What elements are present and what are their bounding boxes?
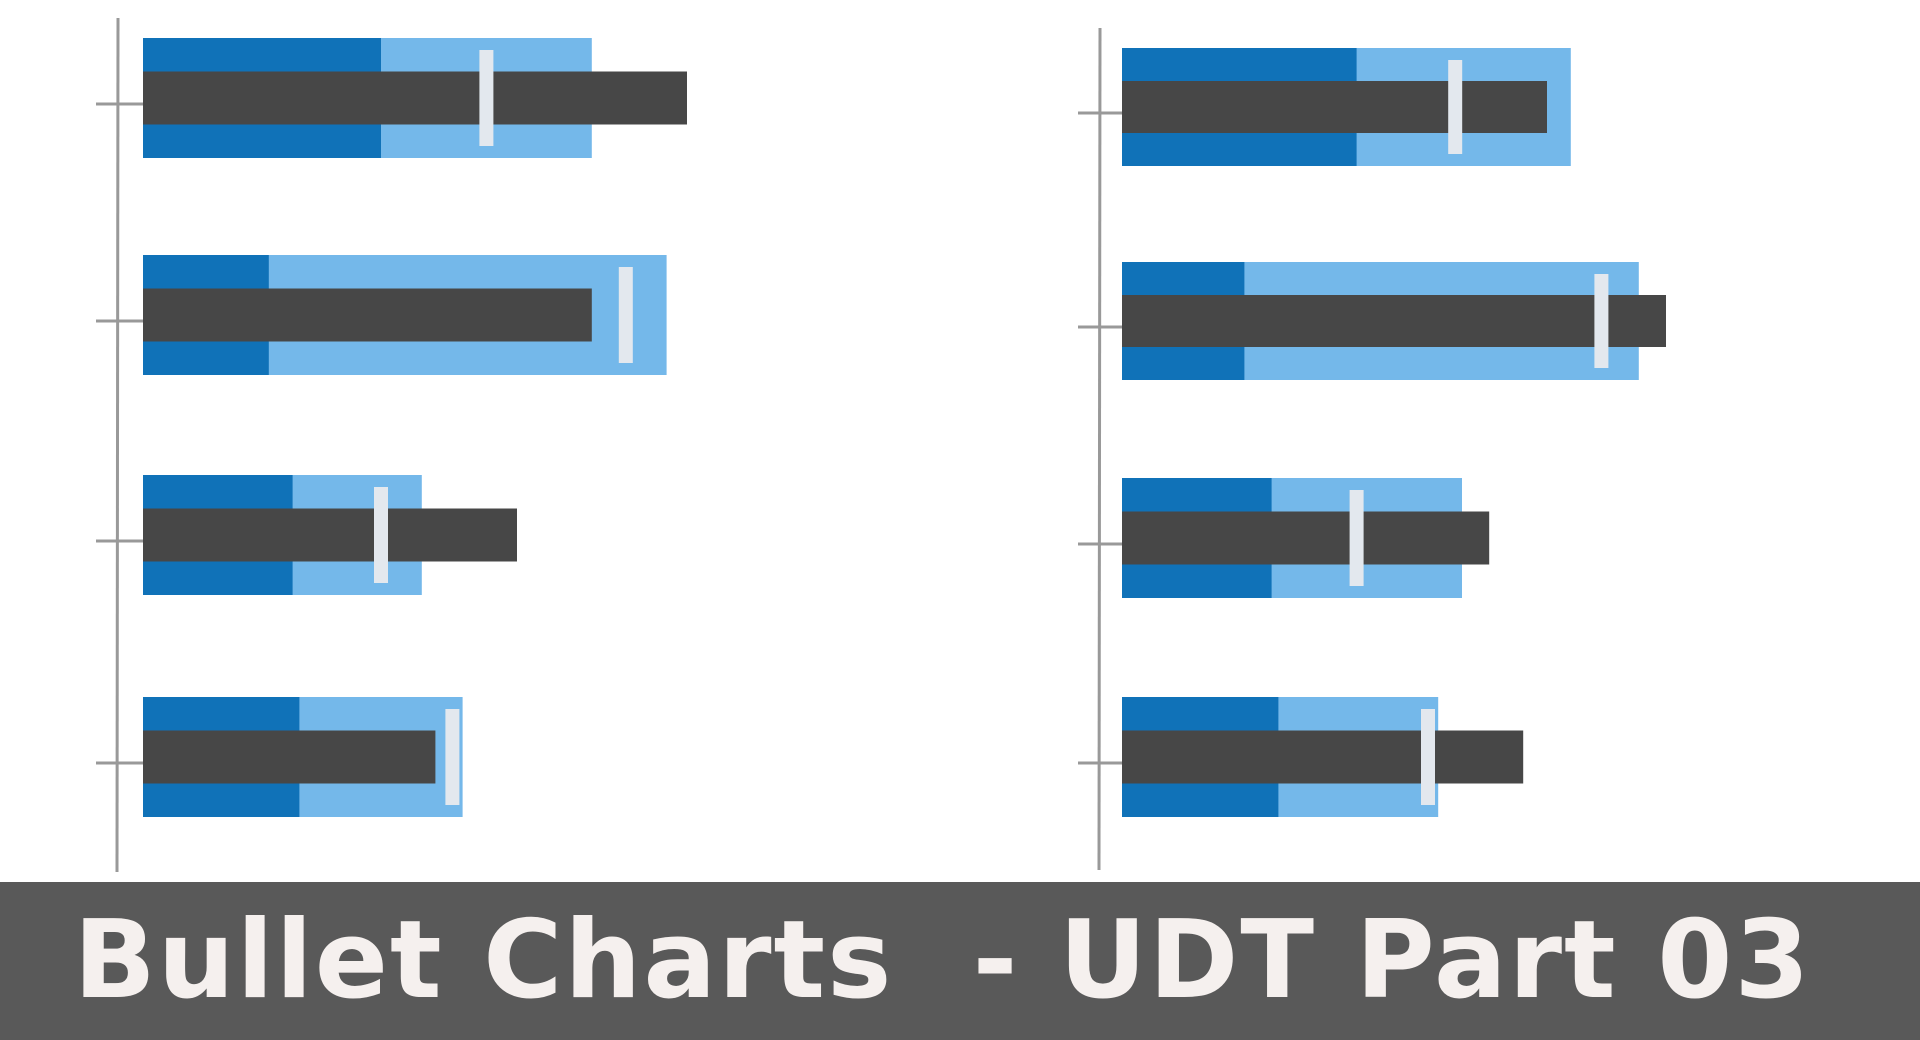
measure-bar: [143, 508, 517, 562]
category-axis-line: [1097, 27, 1102, 871]
title-banner: Bullet Charts - UDT Part 03: [0, 882, 1920, 1040]
measure-bar: [143, 71, 687, 125]
target-marker: [479, 50, 494, 146]
measure-bar: [143, 730, 436, 784]
target-marker: [1349, 490, 1364, 586]
measure-bar: [143, 288, 592, 342]
target-marker: [374, 487, 388, 583]
target-marker: [1448, 60, 1463, 154]
target-marker: [1594, 274, 1609, 368]
measure-bar: [1122, 295, 1666, 347]
target-marker: [618, 267, 633, 363]
target-marker: [1421, 709, 1435, 805]
target-marker: [445, 709, 460, 805]
measure-bar: [1122, 730, 1524, 784]
measure-bar: [1122, 81, 1547, 133]
measure-bar: [1122, 511, 1490, 565]
banner-title: Bullet Charts - UDT Part 03: [73, 898, 1812, 1023]
bullet-charts-canvas: [96, 17, 1666, 873]
category-axis-line: [115, 17, 120, 873]
